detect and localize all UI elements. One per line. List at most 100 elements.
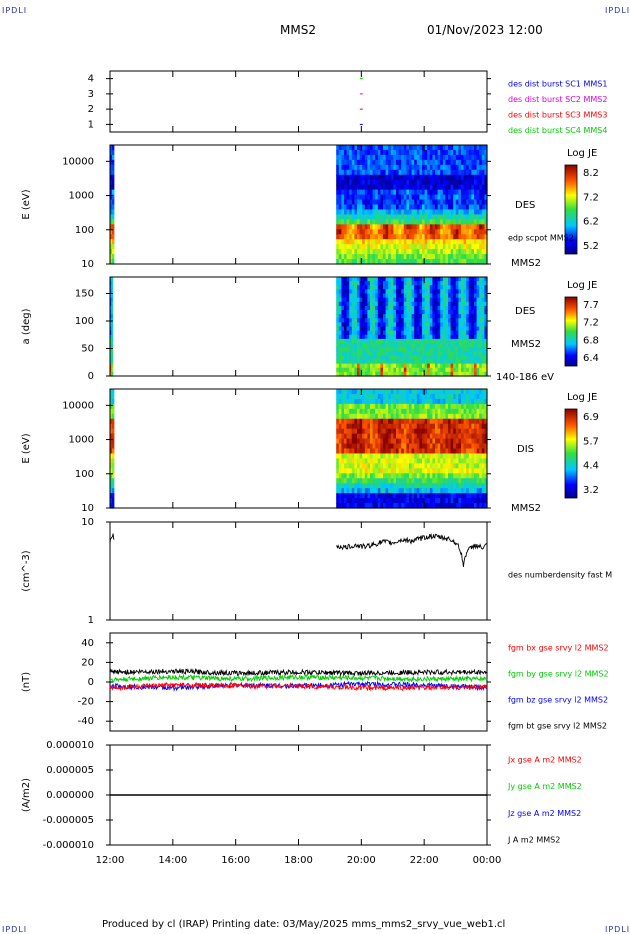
spectrogram-cell bbox=[377, 463, 381, 469]
spectrogram-cell bbox=[383, 418, 387, 425]
spectrogram-cell bbox=[463, 301, 467, 307]
spectrogram-cell bbox=[476, 453, 480, 460]
spectrogram-cell bbox=[455, 149, 459, 156]
spectrogram-cell bbox=[429, 209, 433, 216]
spectrogram-cell bbox=[437, 301, 441, 307]
spectrogram-cell bbox=[445, 473, 449, 479]
spectrogram-cell bbox=[414, 423, 418, 430]
spectrogram-cell bbox=[414, 209, 418, 216]
spectrogram-cell bbox=[435, 305, 439, 311]
spectrogram-cell bbox=[370, 224, 374, 230]
spectrogram-cell bbox=[479, 229, 483, 235]
spectrogram-cell bbox=[484, 483, 488, 489]
spectrogram-cell bbox=[372, 468, 376, 474]
spectrogram-cell bbox=[406, 249, 410, 255]
spectrogram-cell bbox=[383, 244, 387, 250]
spectrogram-cell bbox=[377, 239, 381, 245]
spectrogram-cell bbox=[393, 498, 397, 504]
spectrogram-cell bbox=[481, 363, 485, 369]
spectrogram-cell bbox=[435, 359, 439, 365]
time-tick-label: 18:00 bbox=[284, 855, 313, 866]
spectrogram-cell bbox=[398, 330, 402, 336]
spectrogram-cell bbox=[341, 149, 345, 156]
spectrogram-cell bbox=[367, 367, 371, 373]
spectrogram-cell bbox=[414, 179, 418, 186]
spectrogram-cell bbox=[401, 433, 405, 440]
spectrogram-cell bbox=[390, 229, 394, 235]
spectrogram-cell bbox=[481, 334, 485, 340]
spectrogram-cell bbox=[461, 281, 465, 286]
spectrogram-cell bbox=[372, 393, 376, 400]
spectrogram-cell bbox=[110, 355, 112, 361]
spectrogram-cell bbox=[466, 403, 470, 410]
spectrogram-cell bbox=[351, 393, 355, 400]
spectrogram-cell bbox=[416, 393, 420, 400]
spectrogram-cell bbox=[450, 338, 454, 344]
spectrogram-cell bbox=[468, 194, 472, 201]
spectrogram-cell bbox=[409, 301, 413, 307]
y-tick-label: -40 bbox=[78, 716, 94, 727]
spectrogram-cell bbox=[442, 438, 446, 445]
spectrogram-cell bbox=[453, 367, 457, 373]
spectrogram-cell bbox=[362, 330, 366, 336]
spectrogram-cell bbox=[396, 393, 400, 400]
spectrogram-cell bbox=[338, 199, 342, 206]
spectrogram-cell bbox=[466, 234, 470, 240]
spectrogram-cell bbox=[411, 338, 415, 344]
spectrogram-cell bbox=[349, 199, 353, 206]
spectrogram-cell bbox=[455, 408, 459, 415]
spectrogram-cell bbox=[351, 355, 355, 361]
spectrogram-cell bbox=[461, 149, 465, 156]
spectrogram-cell bbox=[409, 423, 413, 430]
spectrogram-cell bbox=[364, 310, 368, 315]
spectrogram-cell bbox=[351, 219, 355, 225]
spectrogram-cell bbox=[341, 403, 345, 410]
spectrogram-cell bbox=[474, 367, 478, 373]
spectrogram-cell bbox=[380, 363, 384, 369]
spectrogram-cell bbox=[377, 355, 381, 361]
spectrogram-cell bbox=[398, 194, 402, 201]
spectrogram-cell bbox=[471, 453, 475, 460]
colorbar-tick-label: 4.4 bbox=[583, 461, 599, 472]
spectrogram-cell bbox=[396, 194, 400, 201]
spectrogram-cell bbox=[338, 413, 342, 420]
spectrogram-cell bbox=[110, 448, 113, 455]
spectrogram-cell bbox=[372, 408, 376, 415]
spectrogram-cell bbox=[370, 393, 374, 400]
spectrogram-cell bbox=[450, 174, 454, 181]
spectrogram-cell bbox=[416, 343, 420, 348]
spectrogram-cell bbox=[440, 418, 444, 425]
spectrogram-cell bbox=[370, 343, 374, 348]
spectrogram-cell bbox=[111, 297, 114, 303]
spectrogram-cell bbox=[375, 408, 379, 415]
spectrogram-cell bbox=[484, 488, 488, 494]
spectrogram-cell bbox=[429, 145, 433, 151]
spectrogram-cell bbox=[416, 473, 420, 479]
spectrogram-cell bbox=[383, 330, 387, 336]
spectrogram-cell bbox=[458, 234, 462, 240]
spectrogram-cell bbox=[364, 433, 368, 440]
spectrogram-cell bbox=[466, 418, 470, 425]
spectrogram-cell bbox=[341, 154, 345, 161]
spectrogram-cell bbox=[450, 314, 454, 319]
spectrogram-cell bbox=[429, 301, 433, 307]
spectrogram-cell bbox=[367, 363, 371, 369]
spectrogram-cell bbox=[458, 314, 462, 319]
spectrogram-cell bbox=[479, 159, 483, 166]
spectrogram-cell bbox=[453, 334, 457, 340]
spectrogram-cell bbox=[484, 343, 488, 348]
spectrogram-cell bbox=[403, 254, 407, 260]
spectrogram-cell bbox=[481, 359, 485, 365]
spectrogram-cell bbox=[341, 334, 345, 340]
spectrogram-cell bbox=[346, 234, 350, 240]
spectrogram-cell bbox=[111, 367, 114, 373]
spectrogram-cell bbox=[370, 318, 374, 323]
spectrogram-cell bbox=[419, 448, 423, 455]
spectrogram-cell bbox=[110, 458, 113, 464]
spectrogram-cell bbox=[463, 164, 467, 171]
spectrogram-cell bbox=[377, 293, 381, 299]
spectrogram-cell bbox=[463, 478, 467, 484]
spectrogram-cell bbox=[396, 159, 400, 166]
spectrogram-cell bbox=[401, 334, 405, 340]
spectrogram-cell bbox=[484, 164, 488, 171]
